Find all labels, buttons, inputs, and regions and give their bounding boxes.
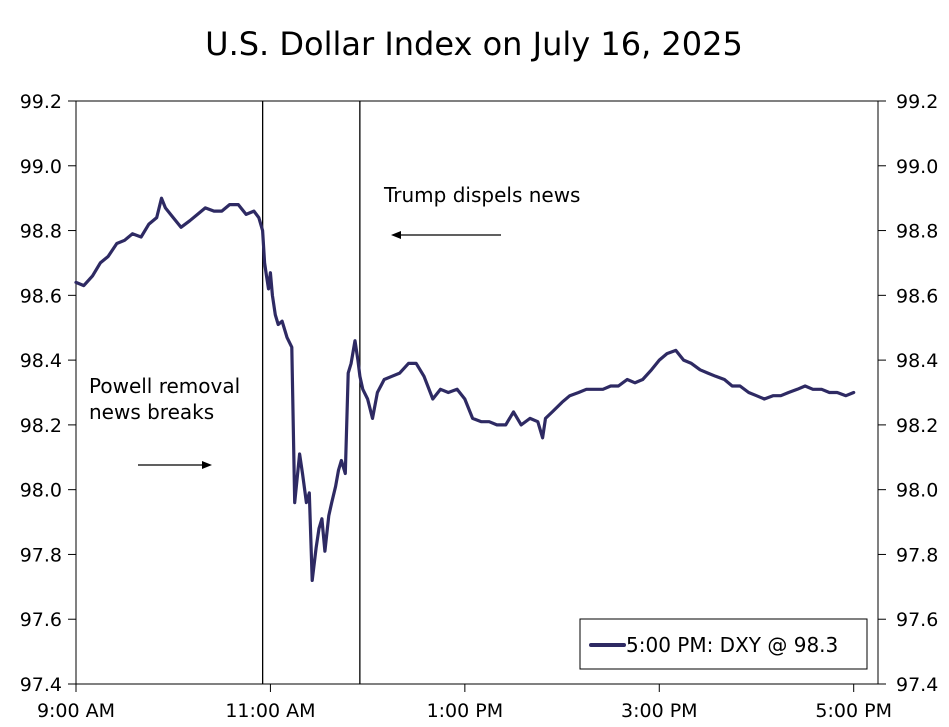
legend-label: 5:00 PM: DXY @ 98.3 — [626, 633, 838, 657]
y-tick-label-left: 99.2 — [20, 91, 62, 113]
y-tick-label-left: 97.4 — [20, 674, 62, 696]
y-tick-label-left: 97.8 — [20, 544, 62, 566]
chart-title: U.S. Dollar Index on July 16, 2025 — [205, 25, 743, 63]
y-tick-label-left: 98.0 — [20, 480, 62, 502]
y-tick-label-left: 98.6 — [20, 285, 62, 307]
x-tick-label: 11:00 AM — [225, 700, 315, 722]
y-tick-label-right: 99.2 — [896, 91, 938, 113]
annotation-powell-line1: Powell removal — [89, 374, 240, 398]
y-tick-label-right: 98.0 — [896, 480, 938, 502]
x-axis: 9:00 AM 11:00 AM 1:00 PM 3:00 PM 5:00 PM — [37, 684, 892, 722]
event-vertical-lines — [261, 101, 361, 684]
x-tick-label: 1:00 PM — [427, 700, 504, 722]
y-tick-label-left: 98.8 — [20, 221, 62, 243]
x-tick-label: 9:00 AM — [37, 700, 115, 722]
dxy-series-line — [74, 196, 856, 583]
x-tick-label: 3:00 PM — [621, 700, 698, 722]
y-tick-label-right: 98.6 — [896, 285, 938, 307]
annotation-powell: Powell removal news breaks — [89, 374, 240, 469]
y-tick-label-left: 98.2 — [20, 415, 62, 437]
annotation-trump-line1: Trump dispels news — [383, 183, 580, 207]
series-layer — [74, 196, 856, 583]
annotation-powell-line2: news breaks — [89, 400, 214, 424]
y-axis-right: 99.2 99.0 98.8 98.6 98.4 98.2 98.0 97.8 97.6 97.4 — [878, 91, 938, 696]
y-tick-label-right: 99.0 — [896, 156, 938, 178]
y-tick-label-left: 98.4 — [20, 350, 62, 372]
y-tick-label-left: 99.0 — [20, 156, 62, 178]
legend-box — [579, 618, 868, 670]
y-tick-label-left: 97.6 — [20, 609, 62, 631]
y-tick-label-right: 98.8 — [896, 221, 938, 243]
y-tick-label-right: 98.4 — [896, 350, 938, 372]
legend: 5:00 PM: DXY @ 98.3 — [579, 618, 868, 670]
y-tick-label-right: 97.8 — [896, 544, 938, 566]
y-tick-label-right: 98.2 — [896, 415, 938, 437]
arrow-right-head — [202, 461, 212, 469]
x-tick-label: 5:00 PM — [815, 700, 892, 722]
annotation-trump: Trump dispels news — [383, 183, 580, 239]
y-tick-label-right: 97.4 — [896, 674, 938, 696]
plot-frame — [75, 100, 879, 685]
arrow-left-head — [391, 231, 401, 239]
y-tick-label-right: 97.6 — [896, 609, 938, 631]
y-axis-left: 99.2 99.0 98.8 98.6 98.4 98.2 98.0 97.8 97.6 97.4 — [20, 91, 76, 696]
